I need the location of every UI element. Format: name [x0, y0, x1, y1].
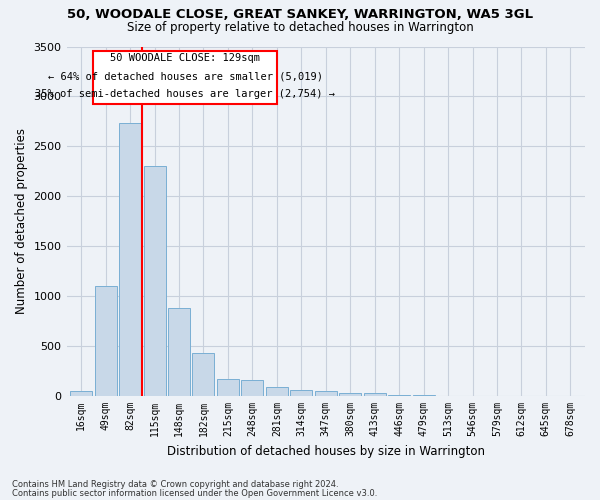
FancyBboxPatch shape	[94, 52, 277, 104]
Text: Contains public sector information licensed under the Open Government Licence v3: Contains public sector information licen…	[12, 488, 377, 498]
Bar	[315, 390, 337, 396]
Bar	[119, 124, 141, 396]
Text: ← 64% of detached houses are smaller (5,019): ← 64% of detached houses are smaller (5,…	[47, 72, 323, 82]
X-axis label: Distribution of detached houses by size in Warrington: Distribution of detached houses by size …	[167, 444, 485, 458]
Text: Size of property relative to detached houses in Warrington: Size of property relative to detached ho…	[127, 21, 473, 34]
Bar	[266, 386, 288, 396]
Text: 50 WOODALE CLOSE: 129sqm: 50 WOODALE CLOSE: 129sqm	[110, 54, 260, 64]
Text: Contains HM Land Registry data © Crown copyright and database right 2024.: Contains HM Land Registry data © Crown c…	[12, 480, 338, 489]
Bar	[388, 395, 410, 396]
Bar	[364, 394, 386, 396]
Text: 50, WOODALE CLOSE, GREAT SANKEY, WARRINGTON, WA5 3GL: 50, WOODALE CLOSE, GREAT SANKEY, WARRING…	[67, 8, 533, 20]
Bar	[339, 393, 361, 396]
Bar	[193, 353, 214, 396]
Bar	[241, 380, 263, 396]
Bar	[217, 378, 239, 396]
Text: 35% of semi-detached houses are larger (2,754) →: 35% of semi-detached houses are larger (…	[35, 90, 335, 100]
Bar	[95, 286, 116, 396]
Bar	[143, 166, 166, 396]
Bar	[168, 308, 190, 396]
Bar	[70, 391, 92, 396]
Bar	[290, 390, 313, 396]
Y-axis label: Number of detached properties: Number of detached properties	[15, 128, 28, 314]
